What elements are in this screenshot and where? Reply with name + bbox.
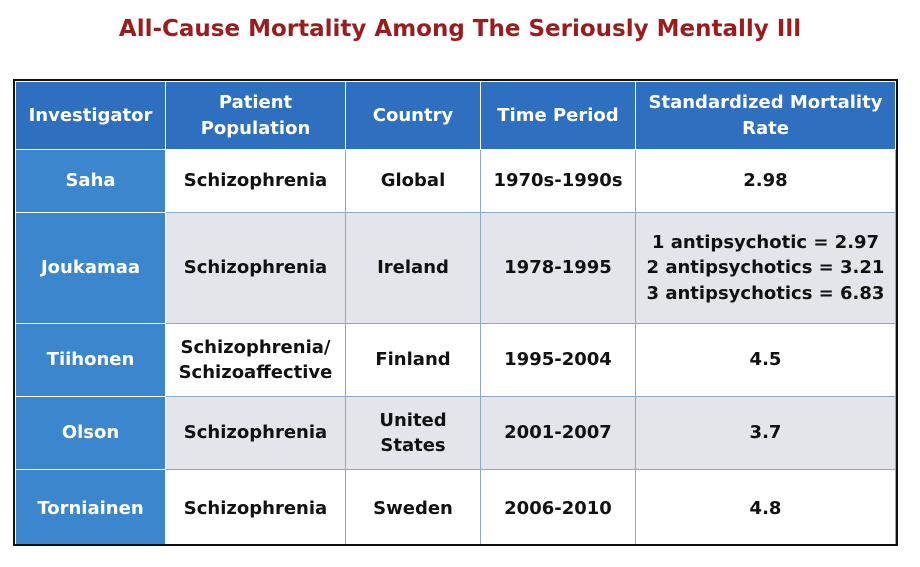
- cell-time-period: 1978-1995: [480, 212, 636, 324]
- cell-patient-population-line: Schizophrenia: [183, 257, 328, 279]
- header-smr-line2: Rate: [742, 117, 789, 139]
- time-period-value: 1978-1995: [504, 257, 612, 279]
- cell-investigator: Torniainen: [15, 469, 166, 544]
- cell-smr-line: 3.7: [749, 422, 782, 444]
- header-investigator-label: Investigator: [28, 104, 153, 126]
- cell-investigator: Saha: [15, 149, 166, 213]
- investigator-name: Saha: [65, 170, 116, 192]
- time-period-value: 2006-2010: [504, 498, 612, 520]
- header-population-line1: Patient: [218, 92, 293, 114]
- table-body: Saha Schizophrenia Global 1970s-1990s 2.98 Jo…: [15, 149, 896, 544]
- cell-time-period: 1970s-1990s: [480, 149, 636, 213]
- cell-country: United States: [345, 396, 481, 470]
- cell-smr-line: 2.98: [743, 170, 788, 192]
- cell-country: Finland: [345, 323, 481, 397]
- cell-country-line: Sweden: [373, 498, 453, 520]
- header-population-line2: Population: [200, 117, 311, 139]
- table-header-row: Investigator Patient Population Country …: [15, 81, 896, 150]
- table-row: Saha Schizophrenia Global 1970s-1990s 2.98: [15, 149, 896, 213]
- cell-investigator: Olson: [15, 396, 166, 470]
- header-patient-population: Patient Population: [165, 81, 346, 150]
- cell-patient-population-line: Schizoaffective: [178, 362, 333, 383]
- header-investigator: Investigator: [15, 81, 166, 150]
- cell-patient-population: Schizophrenia: [165, 469, 346, 544]
- mortality-table-container: Investigator Patient Population Country …: [13, 79, 898, 546]
- mortality-table: Investigator Patient Population Country …: [15, 81, 896, 544]
- cell-patient-population-line: Schizophrenia: [183, 170, 328, 192]
- cell-patient-population: Schizophrenia/Schizoaffective: [165, 323, 346, 397]
- cell-country-line: States: [380, 435, 446, 456]
- cell-smr-line: 2 antipsychotics = 3.21: [646, 257, 885, 279]
- cell-country: Global: [345, 149, 481, 213]
- header-smr: Standardized Mortality Rate: [635, 81, 896, 150]
- cell-country-line: Finland: [375, 349, 451, 371]
- time-period-value: 1995-2004: [504, 349, 612, 371]
- investigator-name: Joukamaa: [40, 257, 141, 279]
- header-time-period-label: Time Period: [497, 104, 619, 126]
- cell-country-line: Global: [380, 170, 446, 192]
- cell-patient-population-line: Schizophrenia/: [180, 336, 331, 358]
- time-period-value: 2001-2007: [504, 422, 612, 444]
- cell-patient-population-line: Schizophrenia: [183, 422, 328, 444]
- cell-investigator: Joukamaa: [15, 212, 166, 324]
- header-time-period: Time Period: [480, 81, 636, 150]
- cell-patient-population: Schizophrenia: [165, 396, 346, 470]
- cell-smr-line: 3 antipsychotics = 6.83: [646, 282, 885, 304]
- table-row: Joukamaa Schizophrenia Ireland 1978-1995 1 a…: [15, 212, 896, 324]
- cell-smr: 2.98: [635, 149, 896, 213]
- cell-smr-line: 1 antipsychotic = 2.97: [651, 232, 880, 254]
- header-country-label: Country: [372, 104, 454, 126]
- table-row: Torniainen Schizophrenia Sweden 2006-2010 4.…: [15, 469, 896, 544]
- table-row: Tiihonen Schizophrenia/Schizoaffective Fin…: [15, 323, 896, 397]
- cell-patient-population-line: Schizophrenia: [183, 498, 328, 520]
- cell-smr: 1 antipsychotic = 2.97 2 antipsychotics =…: [635, 212, 896, 324]
- cell-smr-line: 4.8: [749, 498, 782, 520]
- investigator-name: Tiihonen: [46, 349, 135, 371]
- cell-country: Sweden: [345, 469, 481, 544]
- cell-country-line: United: [379, 409, 447, 431]
- header-smr-line1: Standardized Mortality: [648, 92, 883, 114]
- header-country: Country: [345, 81, 481, 150]
- cell-smr: 4.8: [635, 469, 896, 544]
- cell-patient-population: Schizophrenia: [165, 212, 346, 324]
- cell-time-period: 1995-2004: [480, 323, 636, 397]
- cell-country-line: Ireland: [377, 257, 449, 279]
- cell-country: Ireland: [345, 212, 481, 324]
- cell-time-period: 2006-2010: [480, 469, 636, 544]
- cell-smr-line: 4.5: [749, 349, 782, 371]
- cell-time-period: 2001-2007: [480, 396, 636, 470]
- investigator-name: Torniainen: [37, 498, 144, 520]
- investigator-name: Olson: [61, 422, 120, 444]
- cell-smr: 3.7: [635, 396, 896, 470]
- page-title: All-Cause Mortality Among The Seriously …: [118, 16, 802, 42]
- cell-investigator: Tiihonen: [15, 323, 166, 397]
- table-row: Olson Schizophrenia United States 2001-2007 3…: [15, 396, 896, 470]
- cell-patient-population: Schizophrenia: [165, 149, 346, 213]
- cell-smr: 4.5: [635, 323, 896, 397]
- time-period-value: 1970s-1990s: [493, 170, 623, 192]
